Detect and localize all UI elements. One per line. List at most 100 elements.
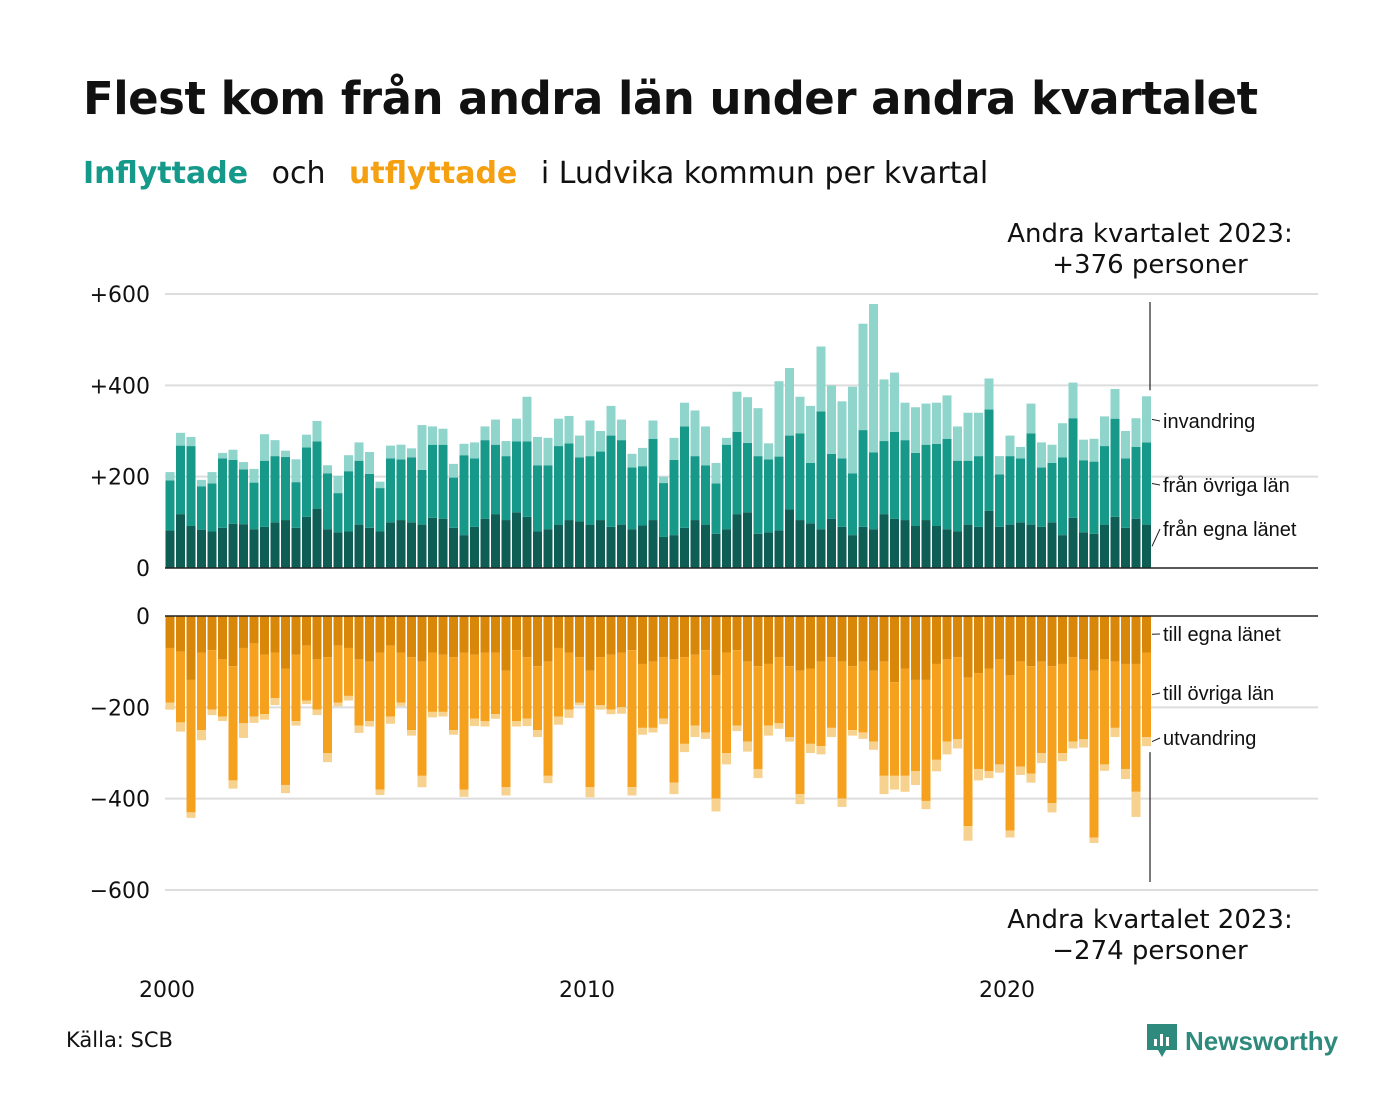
outflow-bar-other [375, 652, 385, 790]
inflow-bar-other [669, 459, 679, 536]
inflow-bar-imm [176, 432, 185, 446]
outflow-bar-emi [1068, 741, 1078, 749]
outflow-bar-own [1047, 616, 1057, 667]
inflow-bar-imm [533, 436, 542, 466]
outflow-bar-own [785, 616, 794, 667]
outflow-bar-emi [218, 716, 227, 722]
outflow-bar-own [554, 616, 563, 648]
outflow-bar-other [512, 650, 521, 722]
inflow-bar-own [564, 520, 574, 568]
inflow-bar-own [1089, 533, 1099, 568]
outflow-bar-other [806, 668, 815, 744]
outflow-bar-own [270, 616, 280, 653]
inflow-bar-other [869, 452, 878, 530]
inflow-bar-other [396, 459, 406, 521]
outflow-bar-emi [680, 743, 689, 753]
outflow-bar-other [869, 670, 878, 742]
inflow-bar-other [648, 438, 658, 521]
outflow-bar-own [428, 616, 437, 653]
outflow-bar-emi [354, 725, 364, 733]
inflow-bar-other [417, 469, 427, 525]
inflow-bar-other [953, 460, 962, 532]
inflow-bar-other [627, 467, 637, 530]
outflow-bar-emi [417, 775, 427, 788]
inflow-bar-own [921, 520, 931, 568]
outflow-bar-other [701, 650, 710, 733]
outflow-bar-other [879, 661, 889, 776]
inflow-bar-other [764, 459, 773, 533]
inflow-bar-other [1026, 433, 1036, 525]
outflow-bar-emi [869, 741, 878, 750]
outflow-bar-other [249, 643, 259, 717]
inflow-bar-imm [984, 378, 994, 410]
inflow-bar-imm [512, 418, 521, 442]
inflow-bar-own [785, 509, 794, 568]
outflow-bar-other [774, 657, 784, 724]
inflow-bar-other [753, 456, 763, 534]
outflow-bar-emi [732, 725, 742, 732]
outflow-bar-other [260, 654, 269, 715]
inflow-bar-own [1047, 522, 1057, 568]
outflow-bar-other [165, 647, 175, 703]
outflow-bar-own [291, 616, 301, 655]
outflow-bar-emi [659, 718, 668, 725]
outflow-bar-emi [533, 730, 542, 738]
inflow-bar-other [428, 444, 437, 518]
inflow-bar-imm [459, 443, 469, 456]
inflow-bar-other [333, 493, 343, 533]
inflow-bar-imm [690, 410, 700, 457]
outflow-bar-other [963, 677, 973, 827]
outflow-bar-own [711, 616, 721, 676]
outflow-bar-emi [564, 709, 574, 718]
outflow-bar-own [1037, 616, 1046, 662]
outflow-bar-own [260, 616, 269, 655]
inflow-bar-own [1026, 524, 1036, 568]
outflow-bar-other [732, 650, 742, 726]
outflow-bar-other [1058, 663, 1067, 753]
inflow-bar-imm [606, 405, 616, 436]
outflow-bar-other [932, 663, 941, 760]
inflow-bar-other [354, 460, 364, 525]
inflow-bar-imm [648, 420, 658, 439]
inflow-bar-own [648, 520, 658, 568]
inflow-bar-imm [680, 402, 689, 427]
outflow-bar-own [207, 616, 217, 651]
inflow-bar-own [585, 524, 595, 568]
inflow-bar-imm [837, 401, 847, 459]
annotation-top-line2: +376 personer [1052, 250, 1248, 280]
inflow-bar-imm [344, 455, 353, 472]
outflow-bar-other [837, 661, 847, 799]
outflow-bar-own [795, 616, 805, 671]
outflow-bar-own [680, 616, 689, 658]
inflow-bar-other [879, 441, 889, 515]
inflow-bar-other [554, 446, 563, 525]
inflow-bar-other [522, 441, 532, 517]
outflow-bar-emi [396, 702, 406, 707]
outflow-bar-own [312, 616, 322, 660]
inflow-bar-imm [207, 472, 217, 484]
outflow-bar-own [816, 616, 826, 662]
inflow-bar-other [743, 442, 752, 513]
inflow-bar-imm [186, 436, 196, 447]
inflow-bar-other [260, 460, 269, 527]
outflow-bar-own [459, 616, 469, 653]
outflow-bar-own [638, 616, 647, 664]
inflow-bar-other [291, 482, 301, 528]
outflow-bar-other [795, 670, 805, 795]
inflow-bar-other [1047, 462, 1057, 523]
outflow-bar-own [533, 616, 542, 667]
inflow-bar-own [711, 533, 721, 568]
outflow-bar-emi [543, 775, 553, 784]
inflow-bar-imm [753, 408, 763, 457]
inflow-bar-own [774, 530, 784, 568]
outflow-bar-emi [743, 741, 752, 752]
outflow-bar-emi [911, 771, 920, 785]
inflow-bar-other [1121, 458, 1130, 528]
outflow-bar-own [627, 616, 637, 651]
inflow-bar-own [1121, 527, 1130, 568]
outflow-bar-own [186, 616, 196, 680]
outflow-bar-emi [1110, 727, 1120, 738]
inflow-bar-own [533, 531, 542, 568]
inflow-bar-other [911, 452, 920, 526]
inflow-bar-other [711, 483, 721, 534]
